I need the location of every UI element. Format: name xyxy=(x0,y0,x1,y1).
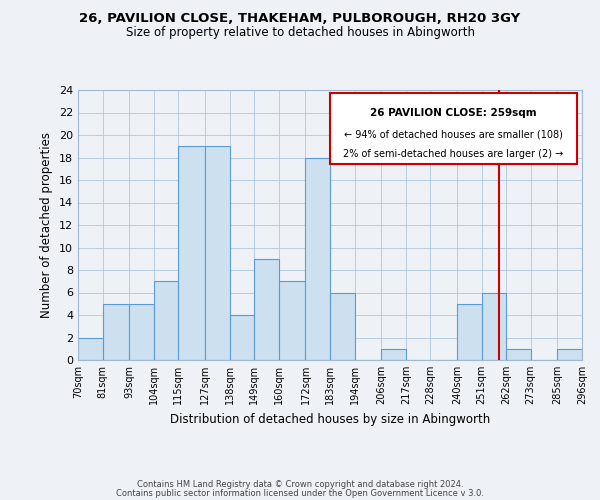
Bar xyxy=(205,146,230,360)
Text: Contains HM Land Registry data © Crown copyright and database right 2024.: Contains HM Land Registry data © Crown c… xyxy=(137,480,463,489)
Y-axis label: Number of detached properties: Number of detached properties xyxy=(40,132,53,318)
Bar xyxy=(103,304,129,360)
Bar xyxy=(482,292,506,360)
Bar xyxy=(557,349,582,360)
Bar xyxy=(457,304,482,360)
Bar xyxy=(330,292,355,360)
Text: 2% of semi-detached houses are larger (2) →: 2% of semi-detached houses are larger (2… xyxy=(343,149,563,159)
Text: Size of property relative to detached houses in Abingworth: Size of property relative to detached ho… xyxy=(125,26,475,39)
Bar xyxy=(230,315,254,360)
Bar xyxy=(129,304,154,360)
Bar xyxy=(254,259,279,360)
Bar xyxy=(78,338,103,360)
Bar xyxy=(178,146,205,360)
Bar xyxy=(279,281,305,360)
Bar xyxy=(506,349,531,360)
Text: 26 PAVILION CLOSE: 259sqm: 26 PAVILION CLOSE: 259sqm xyxy=(370,108,537,118)
Text: 26, PAVILION CLOSE, THAKEHAM, PULBOROUGH, RH20 3GY: 26, PAVILION CLOSE, THAKEHAM, PULBOROUGH… xyxy=(79,12,521,26)
Text: ← 94% of detached houses are smaller (108): ← 94% of detached houses are smaller (10… xyxy=(344,129,563,139)
Bar xyxy=(381,349,406,360)
X-axis label: Distribution of detached houses by size in Abingworth: Distribution of detached houses by size … xyxy=(170,412,490,426)
Bar xyxy=(305,158,330,360)
Bar xyxy=(154,281,178,360)
FancyBboxPatch shape xyxy=(330,92,577,164)
Text: Contains public sector information licensed under the Open Government Licence v : Contains public sector information licen… xyxy=(116,489,484,498)
